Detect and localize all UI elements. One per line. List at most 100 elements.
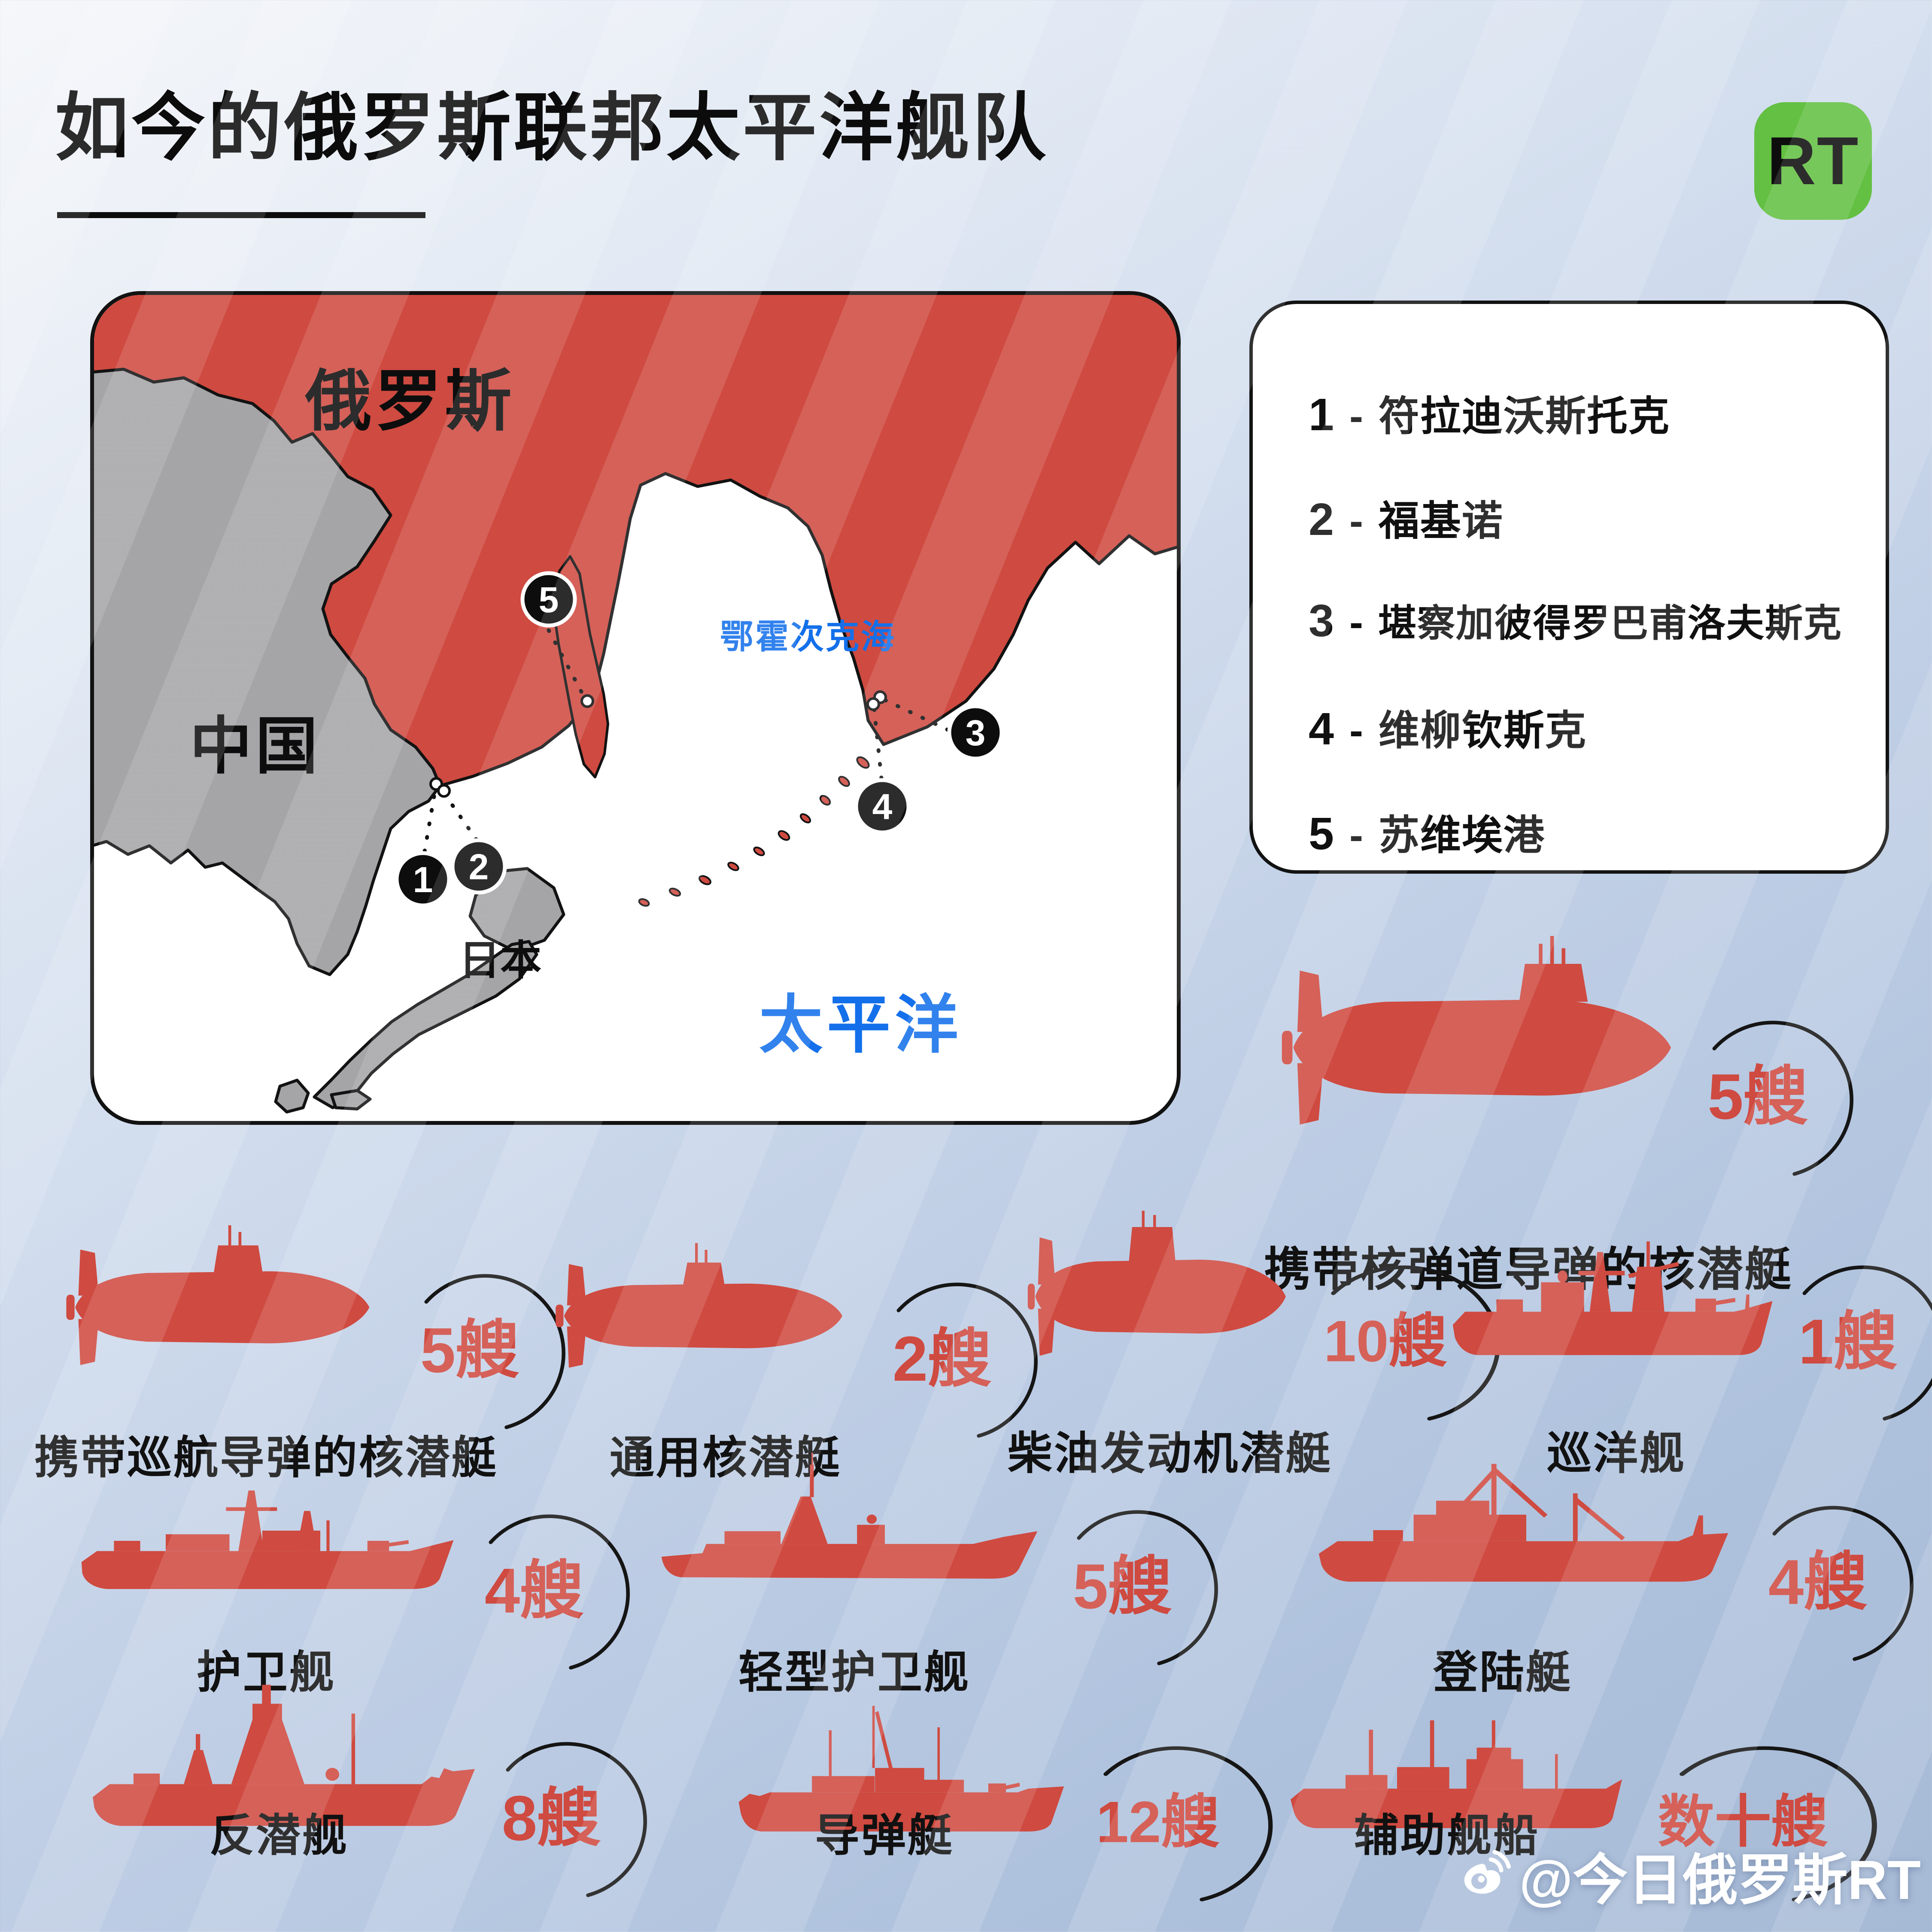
legend-num: 2 (1309, 494, 1334, 545)
ship-count: 8艘 (501, 1783, 601, 1854)
svg-text:4: 4 (872, 787, 893, 827)
missile-boat-icon (738, 1706, 1064, 1832)
marker-4: 4 (854, 778, 911, 835)
legend-item-2: 2 - 福基诺 (1309, 488, 1504, 547)
page-title: 如今的俄罗斯联邦太平洋舰队 (55, 87, 1048, 169)
legend-dash: - (1349, 708, 1363, 753)
map-markers: 1 2 3 4 5 (395, 571, 1004, 908)
diesel-submarine-icon (1027, 1211, 1286, 1356)
ship-count: 5艘 (420, 1315, 519, 1386)
count-arc-icon (1077, 1510, 1218, 1665)
pacific-label: 太平洋 (759, 990, 963, 1060)
legend-num: 1 (1309, 389, 1334, 440)
count-badge: 4艘 (464, 1494, 635, 1683)
cruise-missile-nuclear-submarine-icon (66, 1225, 370, 1365)
legend-name: 堪察加彼得罗巴甫洛夫斯克 (1378, 602, 1842, 644)
count-arc-icon (1331, 1265, 1501, 1421)
ship-label: 辅助舰船 (1354, 1811, 1540, 1861)
count-arc-icon (1712, 1021, 1853, 1176)
legend-dash: - (1349, 599, 1363, 645)
marker-1: 1 (395, 851, 451, 908)
auxiliary-vessel-icon (1291, 1720, 1622, 1829)
frigate-icon (81, 1490, 454, 1589)
watermark-text: @今日俄罗斯RT (1519, 1850, 1921, 1911)
okhotsk-sea-label: 鄂霍次克海 (720, 618, 896, 656)
ship-label: 携带核弹道导弹的核潜艇 (1264, 1243, 1793, 1295)
marker-lines (422, 628, 950, 854)
legend-item-1: 1 - 符拉迪沃斯托克 (1309, 383, 1670, 442)
ship-count: 5艘 (1707, 1060, 1808, 1133)
count-badge: 12艘 (1073, 1726, 1279, 1915)
ship-count: 10艘 (1324, 1308, 1447, 1374)
legend-num: 4 (1309, 704, 1334, 754)
count-badge: 2艘 (872, 1262, 1043, 1451)
legend-dash: - (1349, 393, 1363, 439)
ship-label: 通用核潜艇 (609, 1433, 841, 1483)
cruiser-icon (1452, 1241, 1773, 1355)
legend-item-5: 5 - 苏维埃港 (1309, 802, 1545, 861)
ship-count: 2艘 (892, 1323, 992, 1394)
count-arc-icon (1103, 1746, 1273, 1902)
title-underline (57, 212, 425, 218)
count-badge: 8艘 (481, 1722, 653, 1911)
ship-label: 携带巡航导弹的核潜艇 (34, 1433, 498, 1483)
marker-5: 5 (520, 571, 577, 628)
count-badge: 数十艘 (1644, 1726, 1885, 1915)
japan-label: 日本 (459, 938, 541, 984)
svg-text:5: 5 (539, 580, 559, 620)
anti-submarine-ship-icon (93, 1685, 475, 1826)
landing-ship-icon (1318, 1464, 1728, 1582)
count-arc-icon (896, 1282, 1038, 1438)
count-badge: 5艘 (1052, 1490, 1224, 1679)
map-panel: 1 2 3 4 5 俄罗斯 中国 日本 鄂霍次克海 太平洋 (90, 291, 1181, 1125)
legend-num: 3 (1309, 595, 1334, 646)
ship-count: 5艘 (1072, 1551, 1172, 1622)
legend-name: 福基诺 (1378, 498, 1504, 544)
ship-label: 导弹艇 (814, 1811, 954, 1861)
china-label: 中国 (190, 711, 321, 781)
ship-count: 4艘 (484, 1555, 584, 1626)
count-arc-icon (1772, 1506, 1914, 1661)
ship-label: 柴油发动机潜艇 (1007, 1429, 1332, 1479)
kuril-islands (638, 756, 870, 907)
svg-text:1: 1 (413, 860, 433, 900)
general-purpose-nuclear-submarine-icon (556, 1243, 842, 1368)
ship-count: 12艘 (1096, 1789, 1220, 1855)
ship-label: 登陆艇 (1433, 1648, 1572, 1698)
count-badge: 1艘 (1777, 1245, 1932, 1434)
svg-text:2: 2 (469, 847, 489, 887)
count-badge: 5艘 (1687, 1000, 1859, 1189)
ship-label: 轻型护卫舰 (738, 1648, 970, 1698)
far-east-map: 1 2 3 4 5 俄罗斯 中国 日本 鄂霍次克海 太平洋 (94, 295, 1177, 1114)
watermark: @今日俄罗斯RT (1458, 1835, 1921, 1915)
legend-num: 5 (1309, 808, 1334, 859)
count-badge: 10艘 (1301, 1245, 1507, 1434)
rt-logo-text: RT (1767, 123, 1859, 199)
count-badge: 4艘 (1747, 1485, 1919, 1674)
marker-2: 2 (450, 838, 507, 895)
rt-logo: RT (1754, 102, 1872, 220)
count-arc-icon (506, 1742, 647, 1897)
ship-count: 1艘 (1798, 1306, 1898, 1377)
russia-label: 俄罗斯 (305, 364, 515, 438)
ship-count: 数十艘 (1658, 1790, 1828, 1853)
legend-name: 维柳钦斯克 (1378, 708, 1587, 753)
svg-text:3: 3 (966, 713, 986, 753)
count-badge: 5艘 (399, 1254, 571, 1443)
base-location-dots (429, 690, 887, 798)
ballistic-missile-nuclear-submarine-icon (1282, 936, 1671, 1125)
legend-name: 苏维埃港 (1378, 813, 1545, 858)
legend-dash: - (1349, 498, 1363, 544)
legend-item-4: 4 - 维柳钦斯克 (1309, 698, 1587, 756)
count-arc-icon (1680, 1746, 1877, 1902)
count-arc-icon (489, 1514, 630, 1670)
marker-3: 3 (947, 704, 1004, 761)
legend-dash: - (1349, 812, 1363, 858)
ship-count: 4艘 (1768, 1546, 1868, 1618)
legend-item-3: 3 - 堪察加彼得罗巴甫洛夫斯克 (1309, 593, 1842, 647)
legend-name: 符拉迪沃斯托克 (1378, 394, 1670, 439)
legend-panel: 1 - 符拉迪沃斯托克 2 - 福基诺 3 - 堪察加彼得罗巴甫洛夫斯克 4 -… (1249, 301, 1889, 874)
japan-islands (274, 867, 565, 1114)
count-arc-icon (424, 1274, 565, 1429)
